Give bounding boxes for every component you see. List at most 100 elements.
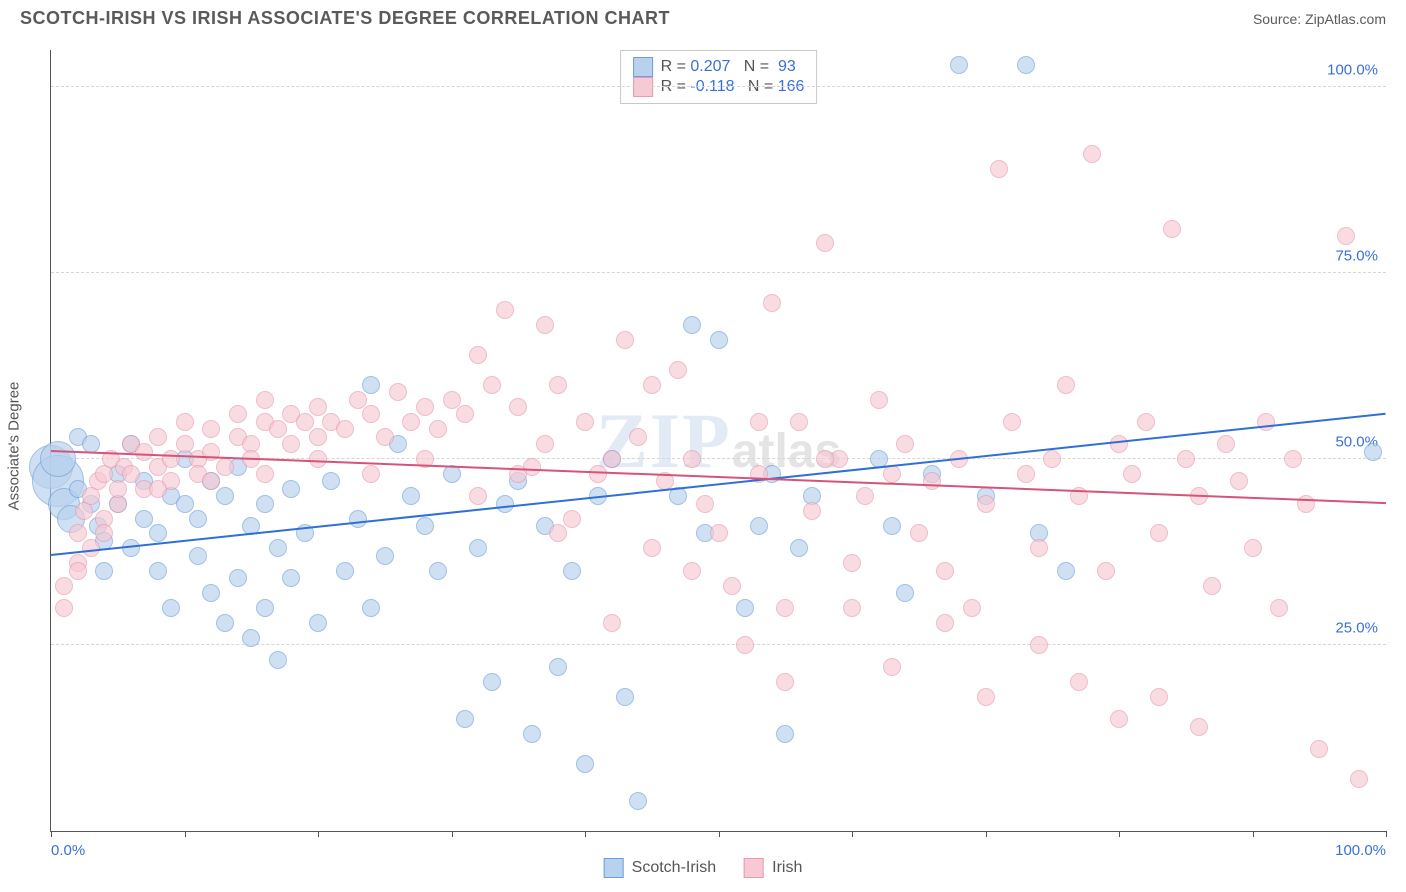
y-axis-label: Associate's Degree: [6, 382, 23, 511]
data-point: [1297, 495, 1315, 513]
data-point: [376, 547, 394, 565]
data-point: [1110, 710, 1128, 728]
data-point: [883, 517, 901, 535]
legend-label: Scotch-Irish: [632, 859, 716, 877]
data-point: [282, 480, 300, 498]
data-point: [843, 554, 861, 572]
y-tick-label: 75.0%: [1335, 248, 1378, 265]
data-point: [683, 562, 701, 580]
data-point: [349, 510, 367, 528]
legend-swatch: [604, 858, 624, 878]
data-point: [603, 450, 621, 468]
data-point: [309, 614, 327, 632]
data-point: [1043, 450, 1061, 468]
data-point: [135, 443, 153, 461]
x-tick: [452, 831, 453, 837]
data-point: [69, 562, 87, 580]
data-point: [202, 420, 220, 438]
legend-item: Irish: [744, 858, 802, 878]
data-point: [483, 376, 501, 394]
data-point: [429, 562, 447, 580]
data-point: [216, 487, 234, 505]
gridline: [51, 272, 1386, 273]
data-point: [843, 599, 861, 617]
data-point: [149, 524, 167, 542]
data-point: [216, 458, 234, 476]
data-point: [362, 599, 380, 617]
data-point: [563, 510, 581, 528]
data-point: [176, 495, 194, 513]
chart-title: SCOTCH-IRISH VS IRISH ASSOCIATE'S DEGREE…: [20, 8, 670, 29]
data-point: [416, 517, 434, 535]
stats-legend: R = 0.207 N = 93R = -0.118 N = 166: [620, 50, 818, 104]
data-point: [1003, 413, 1021, 431]
data-point: [1030, 539, 1048, 557]
data-point: [790, 539, 808, 557]
data-point: [55, 577, 73, 595]
data-point: [1350, 770, 1368, 788]
data-point: [443, 391, 461, 409]
data-point: [349, 391, 367, 409]
data-point: [536, 435, 554, 453]
data-point: [790, 413, 808, 431]
data-point: [549, 658, 567, 676]
data-point: [322, 472, 340, 490]
x-tick: [1253, 831, 1254, 837]
data-point: [1110, 435, 1128, 453]
data-point: [1190, 718, 1208, 736]
data-point: [149, 428, 167, 446]
data-point: [1177, 450, 1195, 468]
data-point: [1270, 599, 1288, 617]
data-point: [1123, 465, 1141, 483]
data-point: [69, 524, 87, 542]
data-point: [362, 376, 380, 394]
legend-swatch: [744, 858, 764, 878]
data-point: [416, 398, 434, 416]
data-point: [189, 547, 207, 565]
data-point: [696, 495, 714, 513]
data-point: [816, 234, 834, 252]
data-point: [1150, 524, 1168, 542]
data-point: [402, 413, 420, 431]
scatter-chart: ZIPatlas R = 0.207 N = 93R = -0.118 N = …: [50, 50, 1386, 832]
data-point: [402, 487, 420, 505]
data-point: [269, 539, 287, 557]
data-point: [736, 636, 754, 654]
data-point: [750, 413, 768, 431]
data-point: [629, 428, 647, 446]
data-point: [496, 301, 514, 319]
data-point: [576, 755, 594, 773]
data-point: [1257, 413, 1275, 431]
data-point: [469, 346, 487, 364]
data-point: [216, 614, 234, 632]
x-tick: [51, 831, 52, 837]
data-point: [1083, 145, 1101, 163]
data-point: [122, 465, 140, 483]
gridline: [51, 86, 1386, 87]
data-point: [896, 435, 914, 453]
data-point: [563, 562, 581, 580]
data-point: [776, 599, 794, 617]
data-point: [95, 562, 113, 580]
data-point: [149, 480, 167, 498]
data-point: [269, 651, 287, 669]
data-point: [936, 562, 954, 580]
data-point: [963, 599, 981, 617]
data-point: [55, 599, 73, 617]
data-point: [162, 450, 180, 468]
x-tick: [1119, 831, 1120, 837]
data-point: [977, 688, 995, 706]
data-point: [202, 472, 220, 490]
data-point: [1203, 577, 1221, 595]
y-tick-label: 100.0%: [1327, 62, 1378, 79]
data-point: [202, 584, 220, 602]
data-point: [176, 435, 194, 453]
series-legend: Scotch-Irish Irish: [604, 858, 803, 878]
legend-swatch: [633, 57, 653, 77]
data-point: [549, 376, 567, 394]
data-point: [549, 524, 567, 542]
data-point: [176, 413, 194, 431]
data-point: [1057, 376, 1075, 394]
x-tick: [185, 831, 186, 837]
x-tick-label: 100.0%: [1335, 842, 1386, 859]
